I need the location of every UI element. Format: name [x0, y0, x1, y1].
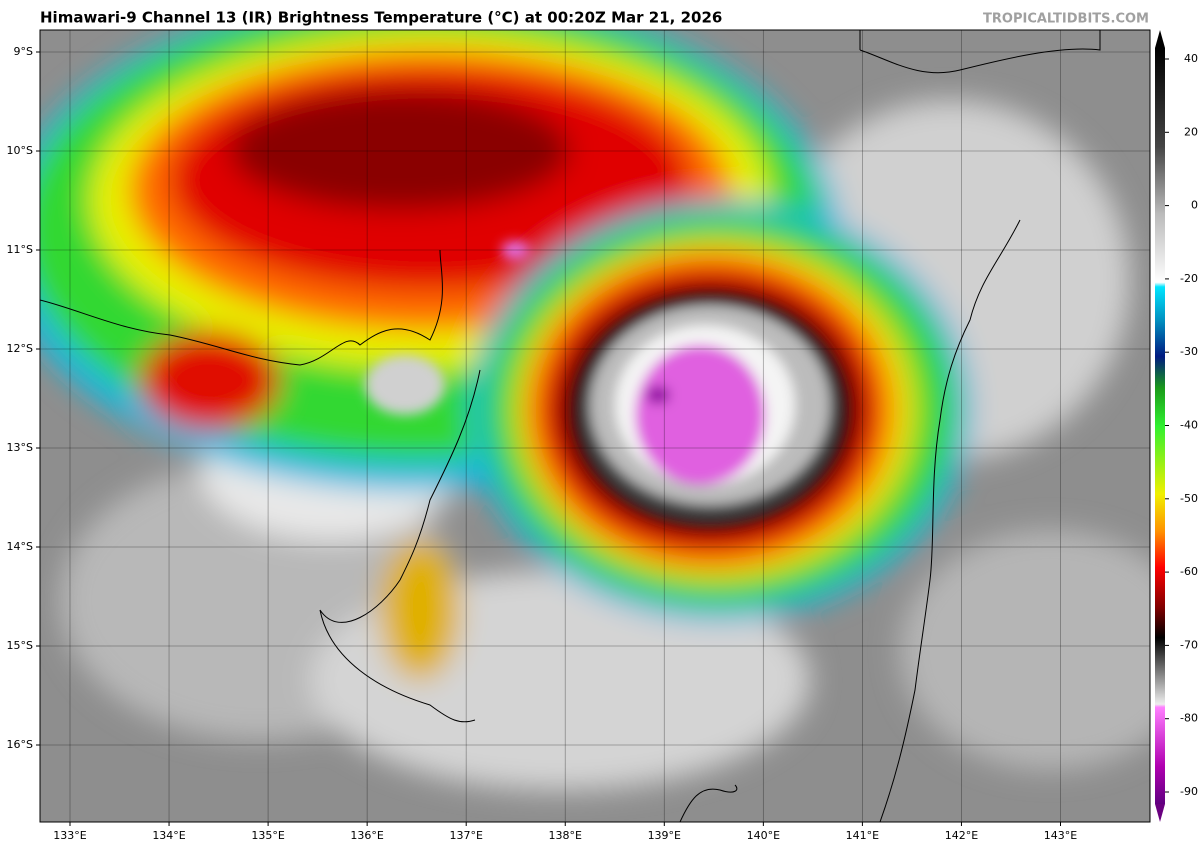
lon-label: 143°E	[1044, 829, 1077, 842]
lat-label: 11°S	[7, 243, 33, 256]
colorbar-bottom-arrow	[1155, 804, 1165, 822]
colorbar-label: -40	[1180, 419, 1198, 432]
coastlines	[40, 30, 1101, 822]
colorbar-label: -50	[1180, 492, 1198, 505]
lon-label: 133°E	[53, 829, 86, 842]
lon-label: 134°E	[152, 829, 185, 842]
colorbar	[1155, 48, 1165, 804]
colorbar-label: -20	[1180, 272, 1198, 285]
lat-label: 14°S	[7, 540, 33, 553]
lat-label: 16°S	[7, 738, 33, 751]
colorbar-label: -60	[1180, 565, 1198, 578]
lat-label: 13°S	[7, 441, 33, 454]
colorbar-label: -30	[1180, 345, 1198, 358]
satellite-image	[40, 30, 1150, 822]
lon-label: 140°E	[747, 829, 780, 842]
title: Himawari-9 Channel 13 (IR) Brightness Te…	[40, 9, 722, 27]
lon-label: 139°E	[648, 829, 681, 842]
watermark: TROPICALTIDBITS.COM	[983, 12, 1149, 27]
colorbar-label: -90	[1180, 785, 1198, 798]
colorbar-label: 20	[1184, 125, 1198, 138]
lat-label: 12°S	[7, 342, 33, 355]
lat-label: 9°S	[14, 45, 33, 58]
colorbar-label: 40	[1184, 52, 1198, 65]
lon-label: 136°E	[350, 829, 383, 842]
lon-label: 141°E	[846, 829, 879, 842]
colorbar-label: 0	[1191, 199, 1198, 212]
lat-label: 10°S	[7, 144, 33, 157]
map-frame	[39, 29, 1151, 823]
lon-label: 142°E	[945, 829, 978, 842]
colorbar-label: -80	[1180, 712, 1198, 725]
colorbar-label: -70	[1180, 638, 1198, 651]
lat-label: 15°S	[7, 639, 33, 652]
lon-label: 135°E	[251, 829, 284, 842]
colorbar-top-arrow	[1155, 30, 1165, 48]
lon-label: 137°E	[449, 829, 482, 842]
graticule	[40, 30, 1150, 822]
lon-label: 138°E	[549, 829, 582, 842]
